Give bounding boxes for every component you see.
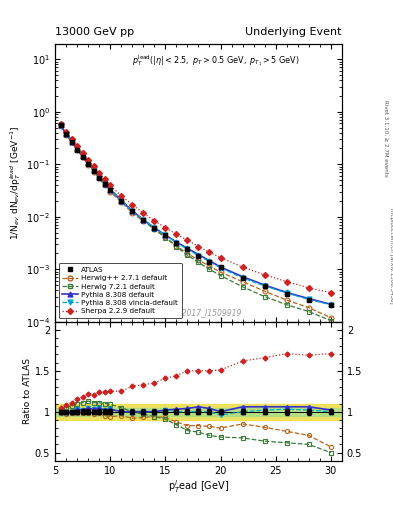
Text: mcplots.cern.ch [arXiv:1306.3436]: mcplots.cern.ch [arXiv:1306.3436] (389, 208, 393, 304)
Y-axis label: Ratio to ATLAS: Ratio to ATLAS (23, 358, 32, 424)
Text: Underlying Event: Underlying Event (245, 27, 342, 37)
Text: Rivet 3.1.10, ≥ 2.7M events: Rivet 3.1.10, ≥ 2.7M events (383, 100, 388, 177)
Bar (55, 403, 342, 420)
X-axis label: p$_T^l$ead [GeV]: p$_T^l$ead [GeV] (168, 478, 229, 495)
Bar (55, 408, 342, 416)
Text: $p_T^{\rm lead}(|\eta| < 2.5,\ p_T > 0.5\ {\rm GeV},\ p_{T_1} > 5\ {\rm GeV})$: $p_T^{\rm lead}(|\eta| < 2.5,\ p_T > 0.5… (132, 53, 300, 68)
Legend: ATLAS, Herwig++ 2.7.1 default, Herwig 7.2.1 default, Pythia 8.308 default, Pythi: ATLAS, Herwig++ 2.7.1 default, Herwig 7.… (59, 263, 182, 318)
Text: 13000 GeV pp: 13000 GeV pp (55, 27, 134, 37)
Text: ATLAS_2017_I1509919: ATLAS_2017_I1509919 (155, 309, 242, 317)
Y-axis label: 1/N$_{ev}$ dN$_{ev}$/dp$_T^{lead}$ [GeV$^{-1}$]: 1/N$_{ev}$ dN$_{ev}$/dp$_T^{lead}$ [GeV$… (8, 125, 23, 240)
